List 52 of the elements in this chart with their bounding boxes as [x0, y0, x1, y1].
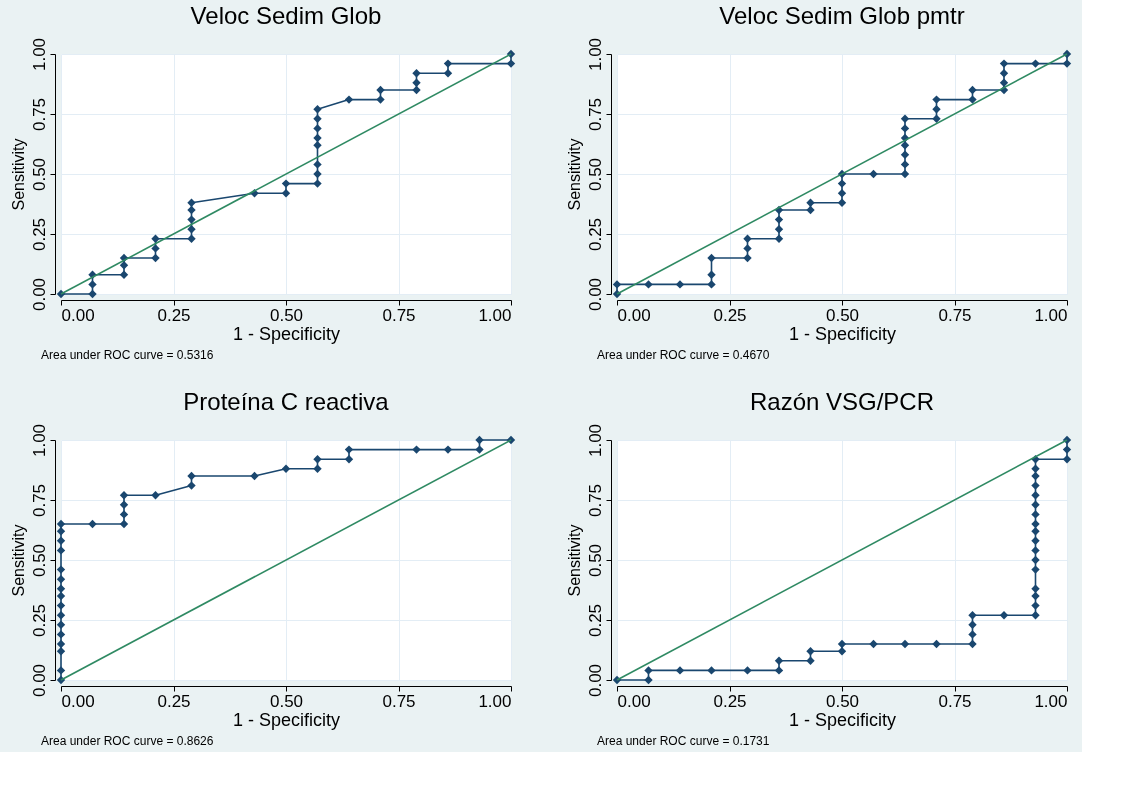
x-axis-title: 1 - Specificity: [232, 323, 341, 344]
y-tick-label: 1.00: [29, 423, 49, 458]
x-tick-label: 0.75: [382, 691, 416, 711]
x-tick-label: 0.00: [617, 305, 651, 325]
y-tick-label: 1.00: [585, 37, 605, 72]
chart-title: Razón VSG/PCR: [749, 388, 935, 416]
y-tick-label: 0.50: [29, 543, 49, 578]
y-tick-label: 0.50: [585, 157, 605, 192]
text: Area under ROC curve = 0.1731: [597, 734, 770, 748]
x-axis-title: 1 - Specificity: [788, 323, 897, 344]
x-axis-title: 1 - Specificity: [788, 709, 897, 730]
text: Area under ROC curve = 0.5316: [41, 348, 214, 362]
x-tick-label: 0.00: [61, 305, 95, 325]
y-tick-label: 0.50: [29, 157, 49, 192]
x-tick-label: 1.00: [1034, 305, 1068, 325]
x-tick-label: 0.75: [938, 691, 972, 711]
x-tick-label: 0.50: [269, 305, 304, 325]
x-tick-label: 0.75: [938, 305, 972, 325]
chart-title: Veloc Sedim Glob pmtr: [719, 2, 965, 30]
y-axis-title: Sensitivity: [565, 138, 583, 211]
y-tick-label: 0.75: [585, 97, 605, 132]
chart-title: Proteína C reactiva: [183, 388, 390, 416]
chart-title: Veloc Sedim Glob: [190, 2, 382, 30]
y-axis-title: Sensitivity: [9, 138, 27, 211]
y-tick-label: 0.75: [29, 483, 49, 518]
x-tick-label: 0.50: [825, 305, 860, 325]
x-tick-label: 1.00: [1034, 691, 1068, 711]
x-tick-label: 0.25: [713, 691, 747, 711]
x-tick-label: 0.25: [713, 305, 747, 325]
x-tick-label: 0.75: [382, 305, 416, 325]
y-tick-label: 0.25: [585, 217, 605, 252]
x-tick-label: 0.25: [157, 305, 191, 325]
y-axis-title: Sensitivity: [565, 524, 583, 597]
y-tick-label: 0.75: [29, 97, 49, 132]
x-tick-label: 0.50: [825, 691, 860, 711]
x-tick-label: 1.00: [478, 305, 512, 325]
x-tick-label: 0.25: [157, 691, 191, 711]
x-tick-label: 1.00: [478, 691, 512, 711]
y-tick-label: 0.25: [29, 217, 49, 252]
y-tick-label: 0.25: [29, 603, 49, 638]
y-axis-title: Sensitivity: [9, 524, 27, 597]
x-tick-label: 0.00: [61, 691, 95, 711]
x-tick-label: 0.50: [269, 691, 304, 711]
y-tick-label: 1.00: [585, 423, 605, 458]
y-tick-label: 0.75: [585, 483, 605, 518]
y-tick-label: 1.00: [29, 37, 49, 72]
x-tick-label: 0.00: [617, 691, 651, 711]
y-tick-label: 0.25: [585, 603, 605, 638]
x-axis-title: 1 - Specificity: [232, 709, 341, 730]
text: Area under ROC curve = 0.8626: [41, 734, 214, 748]
text: Area under ROC curve = 0.4670: [597, 348, 770, 362]
y-tick-label: 0.50: [585, 543, 605, 578]
